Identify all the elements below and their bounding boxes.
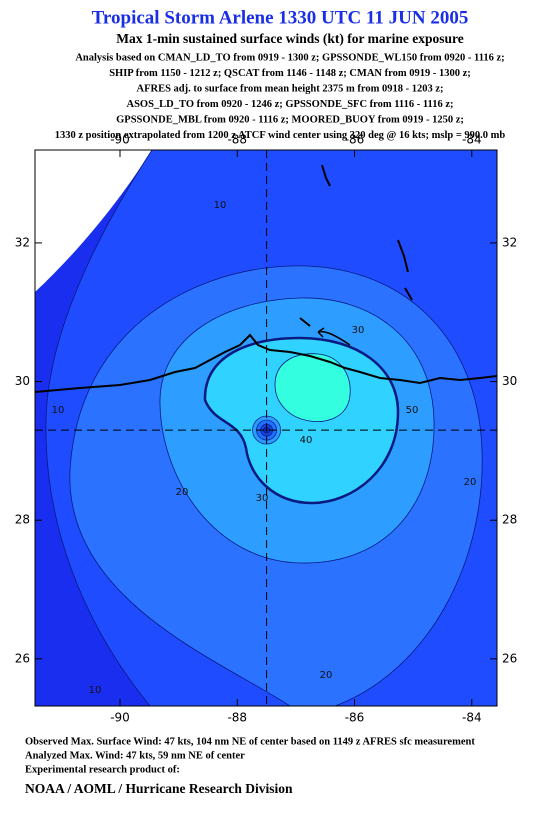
analysis-note: GPSSONDE_MBL from 0920 - 1116 z; MOORED_… (116, 114, 464, 125)
plot-frame (34, 149, 498, 707)
no-data-area (35, 150, 152, 292)
contour-label: 20 (176, 487, 189, 498)
y-tick-label: 32 (502, 235, 517, 249)
contour-label: 10 (89, 685, 102, 696)
coastline (35, 164, 497, 393)
contour-label: 10 (52, 405, 65, 416)
footer-note: Observed Max. Surface Wind: 47 kts, 104 … (25, 736, 475, 747)
y-tick-label: 28 (15, 513, 30, 527)
x-tick-label: -88 (227, 711, 247, 725)
x-tick-label: -88 (227, 133, 247, 147)
storm-track-arrow (317, 327, 351, 346)
contour-label: 10 (214, 200, 227, 211)
contour-label: 30 (256, 493, 269, 504)
map: 10 10 10 20 20 20 30 30 40 50 (35, 150, 497, 706)
y-tick-label: 30 (15, 374, 30, 388)
y-tick-label: 32 (15, 235, 30, 249)
chart-title: Tropical Storm Arlene 1330 UTC 11 JUN 20… (92, 7, 469, 28)
x-tick-label: -84 (462, 133, 482, 147)
contour-label: 50 (406, 405, 419, 416)
x-tick-label: -86 (345, 711, 365, 725)
analysis-note: AFRES adj. to surface from mean height 2… (137, 83, 444, 94)
analysis-note: Analysis based on CMAN_LD_TO from 0919 -… (75, 52, 504, 63)
chart-subtitle: Max 1-min sustained surface winds (kt) f… (116, 31, 464, 46)
contour-fill (203, 336, 400, 505)
y-tick-label: 26 (502, 651, 517, 665)
analysis-note: ASOS_LD_TO from 0920 - 1246 z; GPSSONDE_… (127, 99, 454, 110)
y-tick-label: 26 (15, 651, 30, 665)
analysis-note: 1330 z position extrapolated from 1200 z… (55, 130, 506, 141)
credit: NOAA / AOML / Hurricane Research Divisio… (25, 781, 293, 796)
y-tick-label: 30 (502, 374, 517, 388)
x-tick-label: -90 (110, 711, 130, 725)
contour-label: 40 (300, 435, 313, 446)
footer-note: Analyzed Max. Wind: 47 kts, 59 nm NE of … (25, 750, 245, 761)
analysis-note: SHIP from 1150 - 1212 z; QSCAT from 1146… (109, 68, 471, 79)
y-tick-label: 28 (502, 513, 517, 527)
x-tick-label: -84 (462, 711, 482, 725)
contour-label: 20 (464, 477, 477, 488)
x-tick-label: -90 (110, 133, 130, 147)
footer-note: Experimental research product of: (25, 764, 180, 775)
contour-label: 30 (352, 325, 365, 336)
x-tick-label: -86 (345, 133, 365, 147)
contour-fill (274, 353, 351, 422)
contour-label: 20 (320, 670, 333, 681)
